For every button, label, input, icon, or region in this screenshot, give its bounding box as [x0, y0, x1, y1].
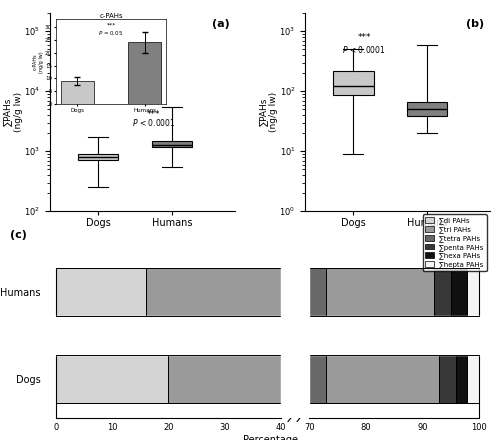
Text: ***: *** — [147, 110, 160, 119]
Bar — [56, 355, 168, 403]
Bar — [310, 355, 326, 403]
Text: ***: *** — [358, 33, 371, 43]
Y-axis label: ∑PAHs
(ng/g lw): ∑PAHs (ng/g lw) — [4, 92, 22, 132]
Bar — [168, 355, 281, 403]
Bar — [468, 355, 478, 403]
Bar — [50, 316, 490, 355]
Legend: ∑di PAHs, ∑tri PAHs, ∑tetra PAHs, ∑penta PAHs, ∑hexa PAHs, ∑hepta PAHs: ∑di PAHs, ∑tri PAHs, ∑tetra PAHs, ∑penta… — [422, 214, 486, 271]
Bar — [434, 268, 450, 316]
Bar — [450, 268, 468, 316]
X-axis label: Percentage: Percentage — [242, 435, 298, 440]
Bar — [456, 355, 468, 403]
Bar — [282, 233, 310, 418]
Text: (b): (b) — [466, 19, 484, 29]
PathPatch shape — [78, 154, 118, 160]
Bar — [310, 268, 326, 316]
Text: (a): (a) — [212, 19, 230, 29]
Bar — [326, 268, 434, 316]
Text: $P$ < 0.0001: $P$ < 0.0001 — [342, 44, 386, 55]
Bar — [439, 355, 456, 403]
Bar — [326, 355, 439, 403]
Text: $P$ < 0.0001: $P$ < 0.0001 — [132, 117, 176, 128]
Bar — [146, 268, 282, 316]
PathPatch shape — [407, 103, 448, 117]
Text: (c): (c) — [10, 230, 28, 239]
PathPatch shape — [152, 141, 192, 147]
Bar — [56, 268, 146, 316]
Y-axis label: ∑PAHs
(ng/g lw): ∑PAHs (ng/g lw) — [258, 92, 278, 132]
PathPatch shape — [333, 71, 374, 95]
Bar — [468, 268, 478, 316]
